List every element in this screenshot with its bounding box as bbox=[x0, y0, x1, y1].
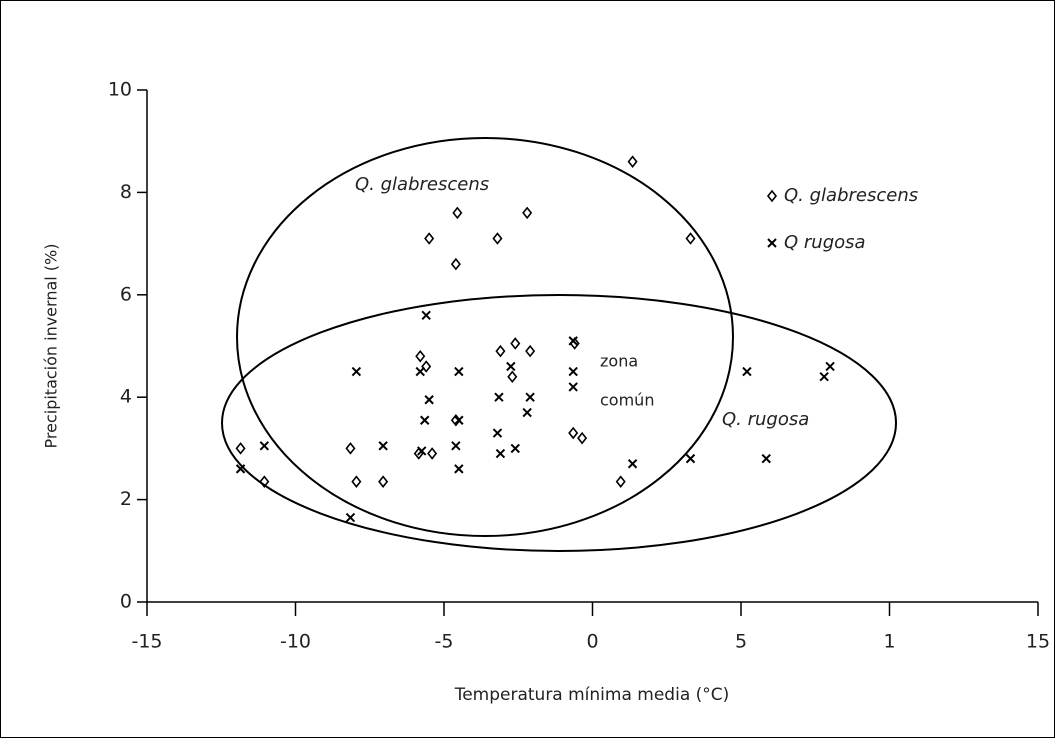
point bbox=[235, 464, 246, 474]
point bbox=[510, 337, 521, 350]
point bbox=[259, 441, 270, 451]
annotation: Q. rugosa bbox=[722, 409, 809, 430]
point bbox=[761, 453, 771, 464]
point bbox=[259, 475, 270, 488]
point bbox=[378, 441, 388, 451]
point bbox=[427, 447, 438, 460]
point bbox=[421, 310, 431, 320]
x-tick-label: 5 bbox=[735, 631, 747, 653]
point bbox=[450, 257, 461, 271]
point bbox=[495, 448, 506, 459]
point bbox=[351, 475, 362, 488]
point bbox=[568, 426, 579, 440]
point bbox=[421, 360, 432, 373]
point bbox=[627, 459, 638, 469]
x-tick-label: -10 bbox=[280, 631, 311, 653]
point bbox=[424, 232, 435, 245]
x-tick-label: 15 bbox=[1026, 631, 1050, 653]
point bbox=[568, 366, 578, 377]
y-tick-label: 4 bbox=[120, 386, 132, 408]
point bbox=[454, 415, 464, 425]
y-tick-label: 6 bbox=[120, 283, 132, 305]
x-tick-label: -5 bbox=[435, 631, 454, 653]
point bbox=[494, 392, 504, 402]
point bbox=[454, 366, 464, 377]
point bbox=[568, 382, 578, 392]
point bbox=[742, 366, 752, 377]
point bbox=[415, 366, 425, 377]
point bbox=[685, 453, 696, 464]
point bbox=[825, 361, 835, 372]
point bbox=[452, 206, 463, 220]
region-ellipse bbox=[221, 294, 897, 552]
point bbox=[615, 475, 626, 488]
point bbox=[568, 336, 578, 346]
point bbox=[235, 442, 246, 455]
point bbox=[345, 512, 356, 523]
annotation: común bbox=[600, 391, 654, 410]
y-tick-label: 2 bbox=[120, 488, 132, 510]
point bbox=[495, 344, 506, 358]
x-tick-label: -15 bbox=[131, 631, 162, 653]
point bbox=[627, 155, 638, 168]
y-tick-label: 0 bbox=[120, 591, 132, 613]
point bbox=[417, 446, 427, 456]
point bbox=[685, 232, 696, 245]
point bbox=[345, 442, 356, 455]
point bbox=[454, 464, 464, 474]
annotation: Q. glabrescens bbox=[355, 174, 489, 195]
y-tick-label: 10 bbox=[108, 79, 132, 101]
point bbox=[819, 372, 829, 382]
point bbox=[351, 366, 362, 377]
point bbox=[507, 370, 518, 384]
x-axis-label: Temperatura mínima media (°C) bbox=[454, 685, 730, 705]
point bbox=[415, 349, 426, 363]
x-tick-label: 0 bbox=[586, 631, 598, 653]
point bbox=[506, 361, 516, 372]
point bbox=[522, 407, 532, 418]
point bbox=[419, 415, 430, 425]
point bbox=[451, 441, 461, 451]
y-tick-label: 8 bbox=[120, 181, 132, 203]
point bbox=[577, 431, 588, 445]
point bbox=[525, 344, 536, 358]
legend-marker bbox=[766, 189, 778, 203]
x-tick-label: 1 bbox=[883, 631, 895, 653]
annotation: zona bbox=[600, 352, 638, 371]
point bbox=[522, 206, 533, 220]
region-ellipse bbox=[236, 137, 734, 537]
legend-label: Q. glabrescens bbox=[784, 185, 918, 206]
legend-marker bbox=[767, 238, 777, 248]
point bbox=[525, 392, 535, 402]
point bbox=[424, 395, 434, 405]
point bbox=[492, 428, 503, 438]
point bbox=[378, 475, 389, 488]
legend-label: Q rugosa bbox=[784, 232, 866, 253]
y-axis-label: Precipitación invernal (%) bbox=[42, 244, 61, 449]
point bbox=[492, 232, 503, 245]
point bbox=[510, 443, 520, 454]
